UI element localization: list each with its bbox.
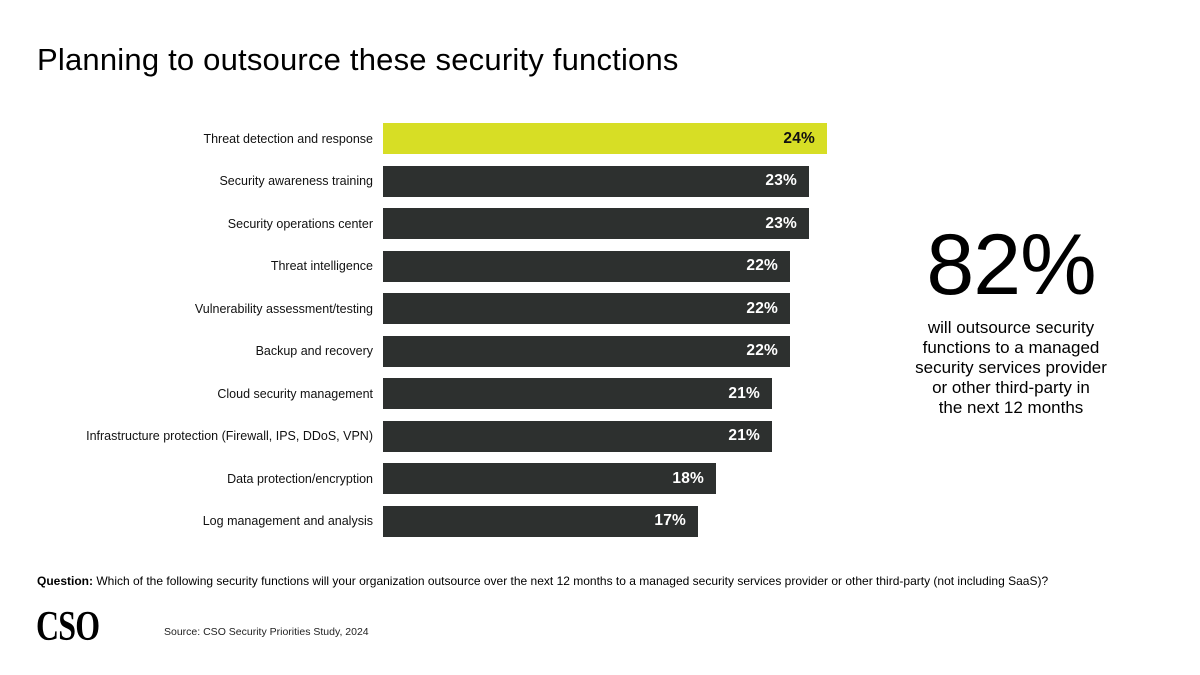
bar-value: 23% [765, 214, 797, 232]
bar: 18% [383, 463, 716, 494]
bar-label: Backup and recovery [255, 344, 373, 358]
question-note: Question: Which of the following securit… [37, 574, 1048, 588]
bar: 22% [383, 335, 790, 367]
bar-label: Cloud security management [217, 386, 373, 401]
bar: 17% [383, 505, 698, 537]
bar-value: 18% [672, 469, 704, 487]
bar-label: Threat detection and response [203, 131, 373, 146]
callout-value: 82% [926, 217, 1096, 313]
bar: 23% [383, 165, 809, 197]
question-label: Question: [37, 574, 93, 588]
bar-value: 24% [783, 129, 815, 147]
bar-label: Data protection/encryption [227, 471, 373, 486]
bar-row: Security operations center 23% [37, 208, 847, 239]
bar: 22% [383, 293, 790, 324]
bar: 21% [383, 420, 772, 452]
source-note: Source: CSO Security Priorities Study, 2… [164, 626, 369, 638]
bar-label: Log management and analysis [202, 514, 373, 528]
bar-value: 22% [746, 257, 778, 274]
bar: 22% [383, 250, 790, 282]
bar-value: 21% [728, 384, 760, 402]
bar-label: Security operations center [227, 216, 373, 231]
bar-label: Infrastructure protection (Firewall, IPS… [86, 429, 373, 443]
bar-label: Threat intelligence [270, 259, 373, 273]
bar-chart: Threat detection and response 24% Securi… [37, 123, 847, 548]
question-text: Which of the following security function… [93, 574, 1049, 588]
bar: 24% [383, 123, 827, 154]
bar: 23% [383, 208, 809, 239]
bar-row: Cloud security management 21% [37, 378, 847, 409]
bar-value: 22% [746, 299, 778, 317]
bar-label: Vulnerability assessment/testing [194, 301, 373, 316]
bar-label: Security awareness training [219, 174, 373, 188]
bar-row: Backup and recovery 22% [37, 335, 847, 367]
bar-row: Infrastructure protection (Firewall, IPS… [37, 420, 847, 452]
bar-row: Data protection/encryption 18% [37, 463, 847, 494]
bar-row: Log management and analysis 17% [37, 505, 847, 537]
bar-row: Threat intelligence 22% [37, 250, 847, 282]
bar-row: Threat detection and response 24% [37, 123, 847, 154]
bar-value: 21% [728, 427, 760, 444]
bar-row: Vulnerability assessment/testing 22% [37, 293, 847, 324]
callout-text: will outsource security functions to a m… [915, 318, 1107, 418]
callout: 82% will outsource security functions to… [886, 222, 1136, 418]
bar-row: Security awareness training 23% [37, 165, 847, 197]
cso-logo: CSO [36, 604, 100, 650]
bar-value: 23% [765, 172, 797, 189]
page-title: Planning to outsource these security fun… [37, 42, 679, 77]
bar-value: 22% [746, 342, 778, 359]
bar: 21% [383, 378, 772, 409]
bar-value: 17% [654, 512, 686, 529]
